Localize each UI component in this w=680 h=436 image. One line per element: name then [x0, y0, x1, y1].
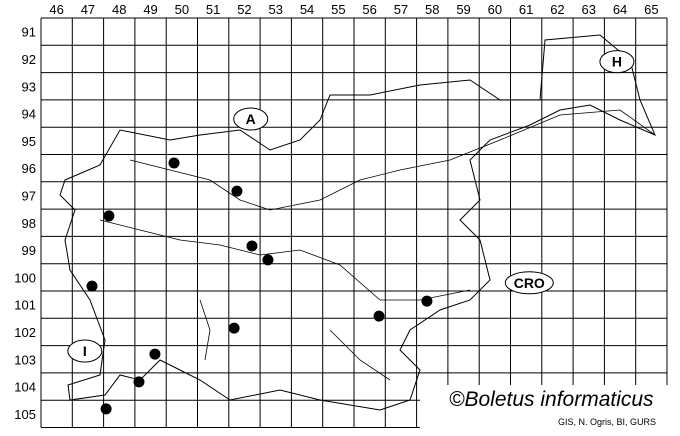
record-dot	[149, 348, 161, 360]
column-label: 59	[456, 2, 470, 17]
river	[99, 109, 656, 381]
row-label: 96	[22, 161, 36, 176]
row-label: 104	[14, 380, 36, 395]
column-label: 50	[175, 2, 189, 17]
country-label-i: I	[67, 339, 103, 363]
row-label: 99	[22, 243, 36, 258]
record-dot	[231, 185, 243, 197]
row-label: 95	[22, 134, 36, 149]
slovenia-outline	[59, 34, 656, 411]
column-label: 62	[550, 2, 564, 17]
country-label-ellipse	[67, 339, 103, 363]
column-label: 53	[269, 2, 283, 17]
country-label-text: CRO	[514, 275, 545, 291]
record-dot	[421, 295, 433, 307]
row-label: 94	[22, 107, 36, 122]
row-label: 105	[14, 407, 36, 422]
copyright-credit: ©Boletus informaticus	[446, 388, 657, 412]
record-dots	[86, 157, 433, 415]
country-label-a: A	[233, 107, 269, 131]
country-label-ellipse	[233, 107, 269, 131]
column-label: 46	[49, 2, 63, 17]
record-dot	[86, 280, 98, 292]
row-label: 101	[14, 298, 36, 313]
column-label: 61	[519, 2, 533, 17]
row-label: 100	[14, 270, 36, 285]
column-label: 48	[112, 2, 126, 17]
record-dot	[262, 254, 274, 266]
row-label: 93	[22, 79, 36, 94]
country-border	[59, 34, 656, 411]
column-label: 57	[394, 2, 408, 17]
column-label: 47	[81, 2, 95, 17]
country-label-text: A	[246, 111, 256, 127]
record-dot	[100, 403, 112, 415]
record-dot	[133, 376, 145, 388]
column-label: 58	[425, 2, 439, 17]
country-label-text: I	[83, 343, 87, 359]
column-label: 55	[331, 2, 345, 17]
record-dot	[373, 310, 385, 322]
country-label-ellipse	[599, 50, 635, 74]
record-dot	[103, 210, 115, 222]
country-label-h: H	[599, 50, 635, 74]
map-grid	[40, 17, 668, 428]
country-label-cro: CRO	[504, 271, 554, 295]
data-source: GIS, N. Ogris, BI, GURS	[556, 417, 659, 427]
row-label: 102	[14, 325, 36, 340]
row-label: 91	[22, 25, 36, 40]
row-label: 97	[22, 188, 36, 203]
column-label: 52	[237, 2, 251, 17]
column-label: 65	[644, 2, 658, 17]
country-label-text: H	[612, 54, 622, 70]
row-label: 103	[14, 352, 36, 367]
column-label: 56	[362, 2, 376, 17]
country-label-ellipse	[504, 271, 554, 295]
grid-labels: 46 47 48 49 50 51 52 53 54 55 56 57 58 59 60 61 62 63 64 65…	[14, 2, 658, 422]
row-label: 98	[22, 216, 36, 231]
column-label: 51	[206, 2, 220, 17]
country-labels: A H CRO I	[67, 50, 635, 363]
record-dot	[228, 322, 240, 334]
record-dot	[246, 240, 258, 252]
column-label: 49	[143, 2, 157, 17]
row-label: 92	[22, 52, 36, 67]
record-dot	[168, 157, 180, 169]
column-label: 63	[582, 2, 596, 17]
column-label: 64	[613, 2, 627, 17]
column-label: 60	[488, 2, 502, 17]
column-label: 54	[300, 2, 314, 17]
